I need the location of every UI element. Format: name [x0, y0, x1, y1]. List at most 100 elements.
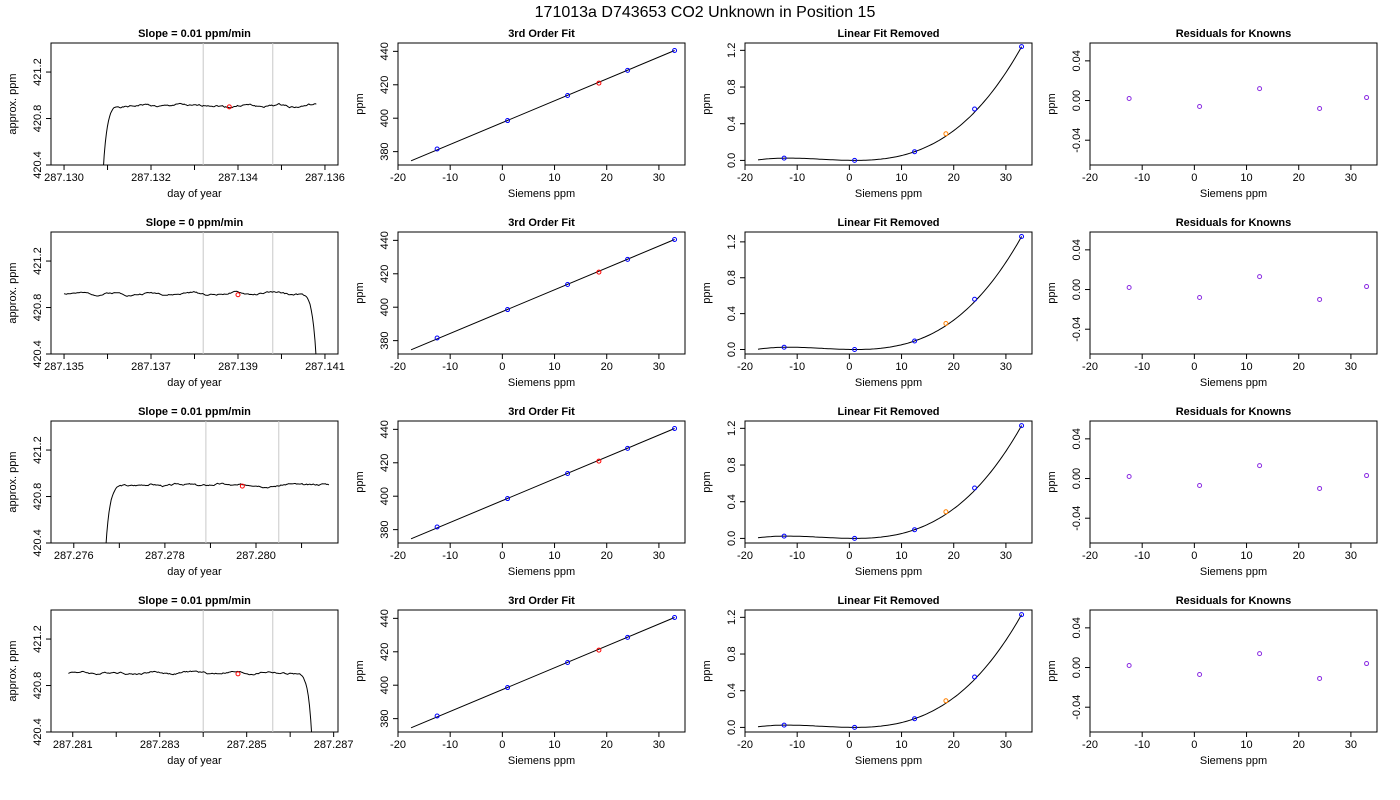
plot-frame	[397, 609, 686, 733]
unknown-point	[943, 509, 949, 515]
x-tick-label: 287.135	[44, 361, 84, 373]
plot-frame	[1089, 231, 1378, 355]
residual-point	[1126, 474, 1132, 480]
standard-point	[852, 157, 858, 163]
x-tick-label: 10	[548, 550, 560, 562]
standard-point	[434, 335, 440, 341]
unknown-mean-point	[235, 671, 241, 677]
x-tick-label: 10	[1240, 739, 1252, 751]
unknown-point	[596, 647, 602, 653]
x-axis-label: Siemens ppm	[508, 188, 575, 200]
y-tick-label: -0.04	[1071, 695, 1083, 720]
panel-r1c4: Residuals for Knowns Siemens ppm ppm -20 -10…	[1046, 28, 1378, 200]
plot-area	[103, 43, 317, 165]
y-tick-label: 0.00	[1071, 657, 1083, 678]
standard-point	[505, 118, 511, 124]
plot-frame	[744, 231, 1033, 355]
standard-point	[972, 296, 978, 302]
plot-frame	[744, 609, 1033, 733]
x-axis-label: Siemens ppm	[855, 755, 922, 767]
x-axis-label: day of year	[167, 566, 222, 578]
y-tick-label: 440	[379, 420, 391, 438]
standard-point	[625, 445, 631, 451]
y-axis-label: ppm	[354, 282, 366, 303]
y-tick-label: 420.8	[32, 672, 44, 700]
y-tick-label: 380	[379, 331, 391, 349]
y-tick-label: 440	[379, 231, 391, 249]
standard-point	[672, 426, 678, 432]
y-axis-label: approx. ppm	[7, 73, 19, 134]
panel-title: Slope = 0.01 ppm/min	[138, 406, 251, 418]
x-tick-label: -20	[737, 361, 753, 373]
x-tick-label: 287.130	[44, 172, 84, 184]
residual-point	[1317, 105, 1323, 111]
x-tick-label: -10	[789, 172, 805, 184]
y-tick-label: 380	[379, 709, 391, 727]
y-tick-label: 0.8	[726, 270, 738, 285]
y-axis-label: approx. ppm	[7, 640, 19, 701]
standard-point	[1019, 612, 1025, 618]
x-tick-label: 287.283	[140, 739, 180, 751]
panel-r1c2: 3rd Order Fit Siemens ppm ppm -20 -10 0 10 20 30…	[354, 28, 686, 200]
plot-area	[1126, 651, 1370, 681]
unknown-point	[943, 131, 949, 137]
x-tick-label: 30	[1000, 739, 1012, 751]
standard-point	[912, 716, 918, 722]
residual-point	[1197, 103, 1203, 109]
x-tick-label: 10	[548, 361, 560, 373]
x-tick-label: 287.276	[54, 550, 94, 562]
x-tick-label: 287.137	[131, 361, 171, 373]
x-tick-label: 20	[1293, 361, 1305, 373]
x-tick-label: 30	[653, 361, 665, 373]
y-tick-label: 420	[379, 265, 391, 283]
standard-point	[625, 256, 631, 262]
panels-grid: Slope = 0.01 ppm/min day of year approx. p…	[7, 28, 1378, 767]
y-tick-label: 421.2	[32, 625, 44, 653]
concentration-trace	[103, 102, 317, 165]
y-tick-label: 400	[379, 298, 391, 316]
x-tick-label: -10	[1134, 172, 1150, 184]
panel-title: Slope = 0.01 ppm/min	[138, 28, 251, 40]
x-tick-label: 20	[601, 739, 613, 751]
x-tick-label: 0	[499, 172, 505, 184]
plot-area	[410, 48, 678, 162]
y-tick-label: 0.00	[1071, 279, 1083, 300]
standard-point	[565, 659, 571, 665]
x-axis-label: Siemens ppm	[855, 377, 922, 389]
x-tick-label: -20	[737, 550, 753, 562]
cubic-curve	[757, 425, 1023, 539]
y-tick-label: 0.00	[1071, 468, 1083, 489]
x-tick-label: -10	[1134, 739, 1150, 751]
x-tick-label: 30	[653, 550, 665, 562]
x-tick-label: 0	[846, 739, 852, 751]
cubic-curve	[757, 46, 1023, 161]
panel-title: Residuals for Knowns	[1176, 217, 1292, 229]
y-tick-label: 0.8	[726, 79, 738, 94]
x-tick-label: 287.136	[305, 172, 345, 184]
x-tick-label: 30	[1000, 550, 1012, 562]
y-axis-label: ppm	[354, 93, 366, 114]
y-tick-label: 421.2	[32, 436, 44, 464]
standard-point	[912, 527, 918, 533]
y-tick-label: 0.4	[726, 683, 738, 698]
x-tick-label: 20	[601, 361, 613, 373]
plot-area	[63, 232, 317, 354]
x-axis-label: Siemens ppm	[1200, 755, 1267, 767]
x-tick-label: -20	[1082, 361, 1098, 373]
concentration-trace	[105, 482, 330, 543]
x-tick-label: 287.139	[218, 361, 258, 373]
y-tick-label: 420.8	[32, 105, 44, 133]
y-axis-label: ppm	[701, 282, 713, 303]
plot-frame	[1089, 420, 1378, 544]
standard-point	[672, 615, 678, 621]
y-axis-label: approx. ppm	[7, 451, 19, 512]
y-tick-label: 0.8	[726, 646, 738, 661]
x-tick-label: 20	[948, 172, 960, 184]
residual-point	[1257, 651, 1263, 657]
standard-point	[852, 347, 858, 353]
panel-title: Residuals for Knowns	[1176, 406, 1292, 418]
x-tick-label: 20	[1293, 739, 1305, 751]
x-tick-label: -20	[390, 361, 406, 373]
panel-r2c3: Linear Fit Removed Siemens ppm ppm -20 -10 0 1…	[701, 217, 1033, 389]
panel-title: 3rd Order Fit	[508, 406, 575, 418]
